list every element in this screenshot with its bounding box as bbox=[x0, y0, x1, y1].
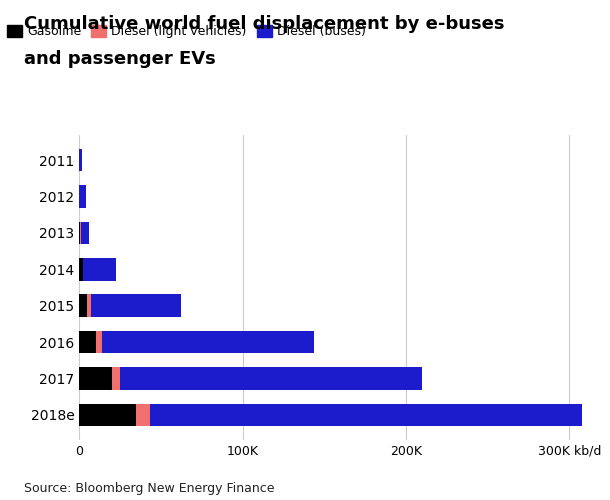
Bar bbox=[79, 258, 82, 280]
Text: Source: Bloomberg New Energy Finance: Source: Bloomberg New Energy Finance bbox=[24, 482, 275, 495]
Bar bbox=[79, 367, 112, 390]
Bar bbox=[112, 367, 120, 390]
Text: Cumulative world fuel displacement by e-buses: Cumulative world fuel displacement by e-… bbox=[24, 15, 505, 33]
Bar bbox=[137, 404, 149, 426]
Bar bbox=[91, 294, 181, 317]
Legend: Gasoline, Diesel (light vehicles), Diesel (buses): Gasoline, Diesel (light vehicles), Diese… bbox=[7, 26, 365, 38]
Bar bbox=[79, 186, 86, 208]
Bar bbox=[79, 222, 80, 244]
Bar bbox=[79, 404, 137, 426]
Bar bbox=[79, 294, 87, 317]
Bar bbox=[80, 222, 81, 244]
Bar bbox=[81, 222, 89, 244]
Bar bbox=[102, 331, 315, 353]
Text: and passenger EVs: and passenger EVs bbox=[24, 50, 216, 68]
Bar bbox=[120, 367, 422, 390]
Bar bbox=[96, 331, 102, 353]
Bar bbox=[82, 258, 84, 280]
Bar bbox=[79, 331, 96, 353]
Bar bbox=[79, 149, 82, 172]
Bar bbox=[84, 258, 116, 280]
Bar bbox=[149, 404, 583, 426]
Bar bbox=[87, 294, 91, 317]
